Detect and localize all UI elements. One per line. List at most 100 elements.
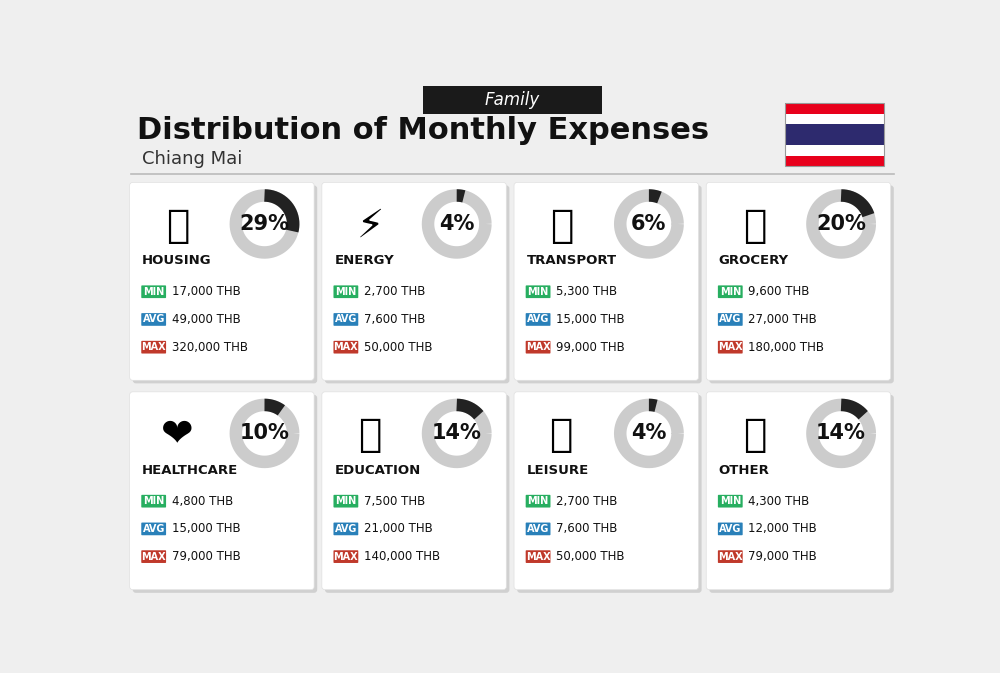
Text: 🛒: 🛒 <box>743 207 766 244</box>
Text: AVG: AVG <box>719 524 741 534</box>
FancyBboxPatch shape <box>718 551 743 563</box>
Text: 50,000 THB: 50,000 THB <box>556 550 624 563</box>
Text: 15,000 THB: 15,000 THB <box>172 522 240 536</box>
Text: MIN: MIN <box>527 287 549 297</box>
Bar <box>785 103 884 166</box>
FancyBboxPatch shape <box>706 182 891 380</box>
Text: 🛍️: 🛍️ <box>550 416 574 454</box>
FancyBboxPatch shape <box>322 182 506 380</box>
FancyBboxPatch shape <box>423 86 602 114</box>
FancyBboxPatch shape <box>130 392 314 590</box>
Text: TRANSPORT: TRANSPORT <box>526 254 617 267</box>
Text: HEALTHCARE: HEALTHCARE <box>142 464 238 477</box>
Text: 14%: 14% <box>816 423 866 444</box>
Text: MAX: MAX <box>718 552 743 562</box>
FancyBboxPatch shape <box>718 341 743 353</box>
Text: 320,000 THB: 320,000 THB <box>172 341 248 354</box>
FancyBboxPatch shape <box>526 313 550 326</box>
FancyBboxPatch shape <box>333 495 358 507</box>
Text: OTHER: OTHER <box>719 464 770 477</box>
Text: MIN: MIN <box>720 496 741 506</box>
FancyBboxPatch shape <box>706 392 891 590</box>
Text: 4%: 4% <box>439 214 474 234</box>
Text: EDUCATION: EDUCATION <box>334 464 420 477</box>
Text: Chiang Mai: Chiang Mai <box>142 149 242 168</box>
Text: 99,000 THB: 99,000 THB <box>556 341 625 354</box>
Bar <box>785 145 884 155</box>
Text: ❤️: ❤️ <box>161 416 194 454</box>
Circle shape <box>629 205 668 244</box>
FancyBboxPatch shape <box>141 551 166 563</box>
Text: AVG: AVG <box>142 524 165 534</box>
Text: Distribution of Monthly Expenses: Distribution of Monthly Expenses <box>137 116 709 145</box>
Text: 180,000 THB: 180,000 THB <box>748 341 824 354</box>
Text: MAX: MAX <box>526 342 550 352</box>
FancyBboxPatch shape <box>141 313 166 326</box>
Text: 7,500 THB: 7,500 THB <box>364 495 425 507</box>
FancyBboxPatch shape <box>718 285 743 298</box>
Text: MIN: MIN <box>143 287 164 297</box>
FancyBboxPatch shape <box>526 285 550 298</box>
Text: 9,600 THB: 9,600 THB <box>748 285 809 298</box>
FancyBboxPatch shape <box>133 186 317 384</box>
Text: AVG: AVG <box>335 524 357 534</box>
Circle shape <box>437 414 476 453</box>
Text: MAX: MAX <box>526 552 550 562</box>
Text: MAX: MAX <box>334 342 358 352</box>
Text: ENERGY: ENERGY <box>334 254 394 267</box>
Text: 🚌: 🚌 <box>550 207 574 244</box>
FancyBboxPatch shape <box>333 522 358 535</box>
Text: GROCERY: GROCERY <box>719 254 789 267</box>
Circle shape <box>245 205 284 244</box>
Text: AVG: AVG <box>527 524 549 534</box>
FancyBboxPatch shape <box>141 341 166 353</box>
FancyBboxPatch shape <box>141 285 166 298</box>
Text: 👜: 👜 <box>743 416 766 454</box>
FancyBboxPatch shape <box>333 551 358 563</box>
Text: AVG: AVG <box>719 314 741 324</box>
Text: 4%: 4% <box>631 423 667 444</box>
FancyBboxPatch shape <box>517 186 702 384</box>
Text: 12,000 THB: 12,000 THB <box>748 522 817 536</box>
Text: ⚡: ⚡ <box>356 207 384 244</box>
Text: 10%: 10% <box>240 423 289 444</box>
FancyBboxPatch shape <box>333 341 358 353</box>
Text: MIN: MIN <box>720 287 741 297</box>
FancyBboxPatch shape <box>333 285 358 298</box>
FancyBboxPatch shape <box>526 551 550 563</box>
FancyBboxPatch shape <box>526 495 550 507</box>
Text: 7,600 THB: 7,600 THB <box>556 522 617 536</box>
Text: 4,300 THB: 4,300 THB <box>748 495 809 507</box>
FancyBboxPatch shape <box>514 392 698 590</box>
FancyBboxPatch shape <box>130 182 314 380</box>
FancyBboxPatch shape <box>718 495 743 507</box>
Text: MAX: MAX <box>718 342 743 352</box>
Text: 17,000 THB: 17,000 THB <box>172 285 240 298</box>
FancyBboxPatch shape <box>322 392 506 590</box>
Text: 14%: 14% <box>432 423 482 444</box>
Text: LEISURE: LEISURE <box>526 464 589 477</box>
Text: MIN: MIN <box>527 496 549 506</box>
Text: HOUSING: HOUSING <box>142 254 212 267</box>
Text: MIN: MIN <box>335 496 356 506</box>
Text: 5,300 THB: 5,300 THB <box>556 285 617 298</box>
FancyBboxPatch shape <box>517 395 702 593</box>
Circle shape <box>822 414 861 453</box>
FancyBboxPatch shape <box>514 182 698 380</box>
FancyBboxPatch shape <box>709 395 894 593</box>
Text: 29%: 29% <box>240 214 290 234</box>
FancyBboxPatch shape <box>133 395 317 593</box>
Text: 140,000 THB: 140,000 THB <box>364 550 440 563</box>
Text: 7,600 THB: 7,600 THB <box>364 313 425 326</box>
Text: Family: Family <box>485 91 540 109</box>
Text: 27,000 THB: 27,000 THB <box>748 313 817 326</box>
FancyBboxPatch shape <box>526 341 550 353</box>
Bar <box>785 124 884 145</box>
Text: 🏢: 🏢 <box>166 207 189 244</box>
Text: MIN: MIN <box>143 496 164 506</box>
Circle shape <box>437 205 476 244</box>
Text: 21,000 THB: 21,000 THB <box>364 522 432 536</box>
Circle shape <box>245 414 284 453</box>
Bar <box>785 155 884 166</box>
Text: MAX: MAX <box>141 342 166 352</box>
